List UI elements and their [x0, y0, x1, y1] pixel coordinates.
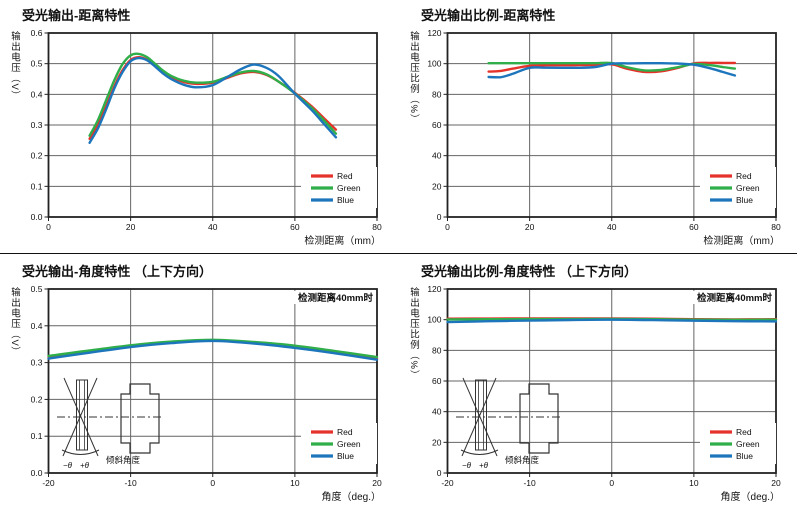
separator-line	[0, 253, 797, 254]
svg-text:60: 60	[689, 222, 699, 232]
chart-title: 受光输出-距离特性	[22, 8, 131, 23]
y-axis-label: 输出电压（V）	[8, 287, 20, 358]
x-axis-label: 角度（deg.）	[321, 492, 381, 503]
svg-text:−θ: −θ	[462, 461, 472, 470]
plot-area: -20 -10 0 10 20 0.0 0.1 0.2 0.3 0.4 0.5 −θ +θ 倾斜角度 检测距…	[31, 284, 382, 488]
svg-text:Green: Green	[736, 439, 760, 449]
svg-text:+θ: +θ	[479, 461, 489, 470]
svg-text:Red: Red	[337, 171, 353, 181]
svg-text:20: 20	[372, 478, 382, 488]
svg-text:0.2: 0.2	[31, 151, 43, 161]
plot-area: 0 20 40 60 80 0.0 0.1 0.2 0.3 0.4 0.5 0.6 Red Green Bl…	[31, 28, 382, 232]
svg-text:Red: Red	[337, 427, 353, 437]
svg-text:20: 20	[771, 478, 781, 488]
svg-text:0.2: 0.2	[31, 394, 43, 404]
svg-text:0: 0	[210, 478, 215, 488]
x-axis-label: 检测距离（mm）	[703, 236, 780, 247]
svg-text:100: 100	[427, 59, 441, 69]
svg-text:40: 40	[208, 222, 218, 232]
svg-text:10: 10	[689, 478, 699, 488]
svg-text:0.4: 0.4	[31, 89, 43, 99]
svg-text:80: 80	[432, 345, 442, 355]
svg-text:60: 60	[432, 120, 442, 130]
svg-text:检测距离40mm时: 检测距离40mm时	[298, 292, 373, 304]
chart-panel-output-vs-distance: 受光输出-距离特性 输出电压（V） 0 20 40 60 80 0.0 0.1 0.2 0.3 0…	[0, 0, 398, 256]
svg-text:60: 60	[290, 222, 300, 232]
chart-panel-output-vs-angle: 受光输出-角度特性 （上下方向） 输出电压（V） -20 -10 0 10 20 0.0 0…	[0, 256, 398, 512]
svg-text:0.1: 0.1	[31, 181, 43, 191]
svg-text:40: 40	[432, 407, 442, 417]
chart-panel-output-ratio-vs-distance: 受光输出比例-距离特性 输出电压比例（%） 0 20 40 60 80 0 20 40 60 80…	[399, 0, 797, 256]
svg-text:0.3: 0.3	[31, 358, 43, 368]
svg-text:10: 10	[290, 478, 300, 488]
svg-text:20: 20	[126, 222, 136, 232]
svg-text:检测距离40mm时: 检测距离40mm时	[697, 292, 772, 304]
svg-text:0.1: 0.1	[31, 431, 43, 441]
y-axis-label: 输出电压比例（%）	[407, 31, 419, 125]
svg-text:−θ: −θ	[63, 461, 73, 470]
svg-text:Red: Red	[736, 171, 752, 181]
svg-text:0.4: 0.4	[31, 321, 43, 331]
svg-text:倾斜角度: 倾斜角度	[106, 455, 141, 465]
svg-text:0.3: 0.3	[31, 120, 43, 130]
svg-text:0.5: 0.5	[31, 284, 43, 294]
x-axis-label: 角度（deg.）	[720, 492, 780, 503]
svg-text:100: 100	[427, 315, 441, 325]
svg-text:80: 80	[372, 222, 382, 232]
svg-text:倾斜角度: 倾斜角度	[505, 455, 540, 465]
svg-text:Red: Red	[736, 427, 752, 437]
svg-text:20: 20	[432, 181, 442, 191]
chart-title: 受光输出-角度特性 （上下方向）	[22, 264, 212, 279]
svg-text:40: 40	[432, 151, 442, 161]
svg-text:20: 20	[432, 437, 442, 447]
chart-title: 受光输出比例-角度特性 （上下方向）	[421, 264, 637, 279]
svg-text:120: 120	[427, 284, 441, 294]
svg-text:-20: -20	[441, 478, 454, 488]
svg-text:0: 0	[609, 478, 614, 488]
svg-text:Blue: Blue	[337, 451, 354, 461]
svg-text:0.6: 0.6	[31, 28, 43, 38]
y-axis-label: 输出电压（V）	[8, 31, 20, 102]
svg-text:0.0: 0.0	[31, 468, 43, 478]
plot-area: 0 20 40 60 80 0 20 40 60 80 100 120 Red Green Blue	[427, 28, 781, 232]
plot-area: -20 -10 0 10 20 0 20 40 60 80 100 120 −θ +θ 倾斜角度 检测距离40…	[427, 284, 781, 488]
svg-text:Blue: Blue	[337, 195, 354, 205]
svg-text:20: 20	[525, 222, 535, 232]
svg-text:0: 0	[445, 222, 450, 232]
svg-text:Blue: Blue	[736, 195, 753, 205]
svg-text:120: 120	[427, 28, 441, 38]
svg-text:0: 0	[437, 212, 442, 222]
svg-text:+θ: +θ	[80, 461, 90, 470]
svg-text:40: 40	[607, 222, 617, 232]
svg-text:80: 80	[432, 89, 442, 99]
svg-text:0: 0	[46, 222, 51, 232]
svg-text:Green: Green	[337, 439, 361, 449]
svg-text:80: 80	[771, 222, 781, 232]
svg-text:0: 0	[437, 468, 442, 478]
svg-text:Green: Green	[337, 183, 361, 193]
y-axis-label: 输出电压比例（%）	[407, 287, 419, 381]
svg-text:-10: -10	[523, 478, 536, 488]
svg-text:Blue: Blue	[736, 451, 753, 461]
chart-title: 受光输出比例-距离特性	[421, 8, 556, 23]
svg-text:60: 60	[432, 376, 442, 386]
x-axis-label: 检测距离（mm）	[304, 236, 381, 247]
chart-panel-output-ratio-vs-angle: 受光输出比例-角度特性 （上下方向） 输出电压比例（%） -20 -10 0 10 20…	[399, 256, 797, 512]
svg-text:-10: -10	[124, 478, 137, 488]
svg-text:0.0: 0.0	[31, 212, 43, 222]
svg-text:0.5: 0.5	[31, 59, 43, 69]
svg-text:-20: -20	[42, 478, 55, 488]
svg-text:Green: Green	[736, 183, 760, 193]
